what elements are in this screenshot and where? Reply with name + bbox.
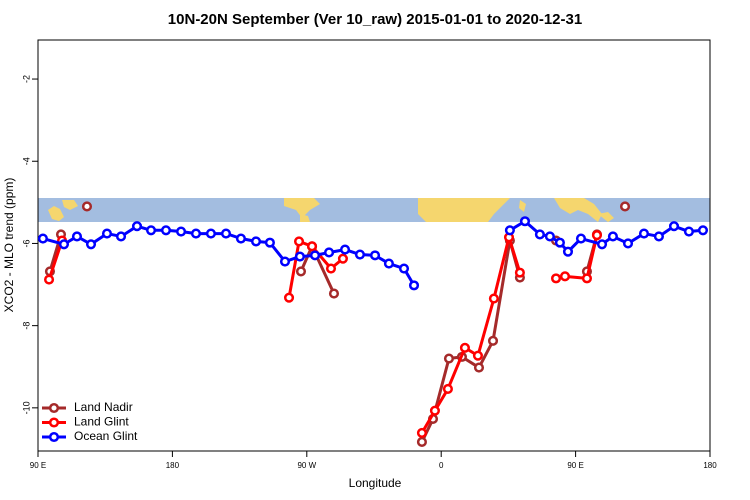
x-tick-label: 90 E (567, 461, 583, 470)
data-point (459, 342, 470, 353)
data-point (145, 225, 157, 236)
data-point (619, 201, 631, 212)
data-point (37, 233, 48, 244)
data-point (504, 225, 515, 236)
data-point (354, 249, 366, 260)
data-point (562, 246, 574, 257)
data-point (429, 405, 440, 416)
data-point (416, 436, 427, 448)
x-tick-label: 180 (166, 461, 180, 470)
x-tick-label: 180 (703, 461, 717, 470)
x-tick-label: 90 W (297, 461, 316, 470)
data-point (519, 216, 531, 227)
land (48, 198, 614, 222)
y-tick-label: -4 (21, 157, 31, 165)
data-point (295, 266, 307, 277)
data-point (472, 350, 483, 361)
data-point (487, 335, 499, 346)
data-point (309, 250, 321, 261)
data-point (369, 250, 381, 261)
chart-title: 10N-20N September (Ver 10_raw) 2015-01-0… (168, 11, 582, 28)
data-point (653, 231, 664, 242)
data-point (81, 201, 93, 212)
data-point (473, 362, 485, 373)
data-point (383, 258, 394, 269)
y-tick-label: -2 (21, 75, 31, 83)
data-point (220, 228, 232, 239)
data-point (668, 221, 680, 232)
series-line (50, 206, 625, 442)
map-strip (38, 198, 710, 222)
data-point (101, 228, 113, 239)
data-point (235, 233, 246, 244)
data-point (514, 267, 525, 278)
data-point (554, 237, 565, 248)
data-point (596, 239, 608, 250)
data-point (324, 247, 335, 258)
x-tick-label: 90 E (30, 461, 46, 470)
data-point (283, 292, 295, 303)
plot-frame (37, 39, 711, 452)
data-point (306, 241, 318, 252)
data-point (279, 256, 291, 267)
data-point (325, 263, 337, 274)
data-point (398, 263, 410, 274)
data-point (607, 231, 618, 242)
data-point (160, 225, 172, 236)
data-point (339, 244, 351, 255)
data-point (264, 237, 275, 248)
data-point (488, 293, 499, 304)
data-point (293, 236, 305, 247)
legend-label: Ocean Glint (74, 429, 138, 443)
data-point (408, 280, 420, 291)
data-point (205, 228, 216, 239)
legend-marker (48, 431, 60, 443)
data-point (697, 225, 709, 236)
data-point (416, 427, 427, 438)
data-point (534, 229, 545, 240)
legend-marker (48, 417, 60, 428)
data-point (131, 221, 143, 232)
data-point (575, 233, 587, 244)
data-point (591, 230, 603, 241)
data-point (337, 253, 348, 264)
data-point (638, 228, 650, 239)
data-point (328, 288, 340, 299)
y-tick-label: -6 (21, 239, 31, 247)
legend-label: Land Nadir (74, 400, 133, 414)
data-point (683, 226, 694, 237)
data-point (250, 236, 262, 247)
data-point (58, 239, 70, 250)
data-point (294, 251, 305, 262)
data-point (443, 353, 455, 364)
data-point (115, 231, 127, 242)
data-point (85, 239, 97, 250)
x-tick-label: 0 (439, 461, 444, 470)
data-point (176, 226, 187, 237)
data-point (71, 231, 83, 242)
y-tick-label: -10 (21, 401, 31, 414)
data-point (581, 273, 592, 284)
legend-label: Land Glint (74, 415, 129, 429)
legend-marker (48, 402, 60, 414)
data-point (550, 273, 562, 284)
x-axis-label: Longitude (349, 476, 402, 490)
y-axis-label: XCO2 - MLO trend (ppm) (2, 178, 16, 313)
data-point (622, 238, 634, 249)
data-point (559, 271, 571, 282)
data-point (190, 228, 202, 239)
data-point (44, 274, 55, 285)
data-point (442, 383, 453, 394)
data-point (544, 231, 555, 242)
y-tick-label: -8 (21, 322, 31, 330)
